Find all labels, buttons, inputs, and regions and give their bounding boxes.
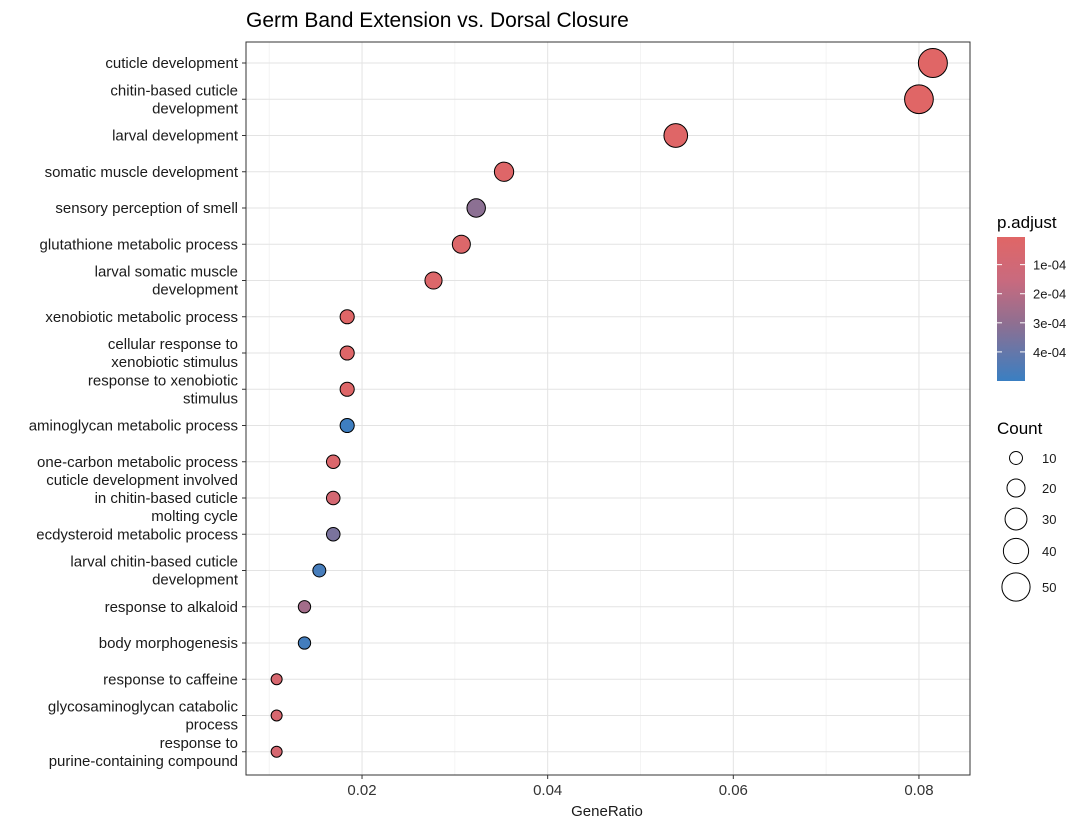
data-point [270, 709, 283, 722]
y-tick-label: larval somatic muscle development [95, 264, 239, 299]
size-legend-label: 50 [1042, 580, 1056, 595]
y-tick-label: chitin-based cuticle development [110, 82, 238, 117]
data-point [325, 490, 341, 506]
data-point [451, 234, 471, 254]
data-point [312, 563, 327, 578]
x-tick-label: 0.04 [533, 782, 562, 799]
size-legend-circle [1001, 572, 1031, 602]
color-legend-title: p.adjust [997, 213, 1057, 232]
data-point [270, 673, 283, 686]
y-tick-label: sensory perception of smell [55, 200, 238, 217]
y-tick-label: glycosaminoglycan catabolic process [48, 699, 239, 734]
y-tick-label: response to purine-containing compound [49, 735, 238, 770]
data-point [424, 271, 443, 290]
y-tick-label: cellular response to xenobiotic stimulus [108, 336, 238, 371]
data-point [325, 454, 341, 470]
size-legend-circle [1006, 478, 1026, 498]
size-legend-label: 10 [1042, 451, 1056, 466]
color-legend: p.adjust 1e-04 2e-04 3e-04 4e-04 [997, 213, 1066, 381]
data-point [339, 345, 355, 361]
y-tick-label: xenobiotic metabolic process [45, 309, 238, 326]
plot-border [245, 41, 971, 776]
y-tick-label: response to alkaloid [105, 599, 238, 616]
data-point [466, 198, 486, 218]
color-legend-label: 2e-04 [1033, 287, 1066, 302]
size-legend-label: 30 [1042, 512, 1056, 527]
y-tick-label: cuticle development involved in chitin-ba… [46, 472, 238, 525]
color-legend-label: 1e-04 [1033, 258, 1066, 273]
size-legend: Count 10 20 30 40 50 [997, 419, 1056, 602]
data-point [493, 161, 515, 182]
data-point [339, 417, 355, 434]
x-tick-label: 0.08 [904, 782, 933, 799]
y-tick-label: aminoglycan metabolic process [29, 418, 238, 435]
size-legend-circle [1009, 451, 1023, 465]
y-tick-label: response to caffeine [103, 671, 238, 688]
size-legend-title: Count [997, 419, 1043, 438]
y-tick-label: somatic muscle development [45, 164, 239, 181]
size-legend-circle [1004, 507, 1028, 531]
y-tick-label: cuticle development [105, 55, 238, 72]
data-point [270, 745, 283, 758]
data-point [297, 600, 312, 614]
data-point [917, 48, 948, 78]
y-tick-label: one-carbon metabolic process [37, 454, 238, 471]
data-points [270, 48, 948, 758]
x-axis-ticks: 0.02 0.04 0.06 0.08 [347, 775, 934, 799]
size-legend-label: 20 [1042, 481, 1056, 496]
size-legend-label: 40 [1042, 544, 1056, 559]
y-tick-label: glutathione metabolic process [40, 236, 238, 253]
y-tick-label: ecdysteroid metabolic process [36, 526, 238, 543]
plot-panel [246, 42, 970, 775]
grid-lines [246, 42, 970, 775]
x-tick-label: 0.02 [347, 782, 376, 799]
x-axis-title: GeneRatio [571, 803, 643, 820]
size-legend-circle [1002, 537, 1030, 565]
x-tick-label: 0.06 [719, 782, 748, 799]
y-axis-labels: cuticle development chitin-based cuticle d… [29, 55, 246, 770]
y-tick-label: larval chitin-based cuticle development [70, 554, 238, 589]
chart-title: Germ Band Extension vs. Dorsal Closure [246, 9, 629, 32]
data-point [325, 526, 341, 542]
data-point [297, 636, 312, 650]
color-legend-label: 4e-04 [1033, 345, 1066, 360]
y-tick-label: body morphogenesis [99, 635, 238, 652]
y-tick-label: response to xenobiotic stimulus [88, 372, 239, 407]
y-tick-label: larval development [112, 128, 239, 145]
color-legend-label: 3e-04 [1033, 316, 1066, 331]
data-point [904, 84, 934, 115]
data-point [663, 123, 689, 148]
color-legend-bar [997, 237, 1025, 381]
data-point [339, 381, 355, 397]
data-point [339, 309, 355, 325]
